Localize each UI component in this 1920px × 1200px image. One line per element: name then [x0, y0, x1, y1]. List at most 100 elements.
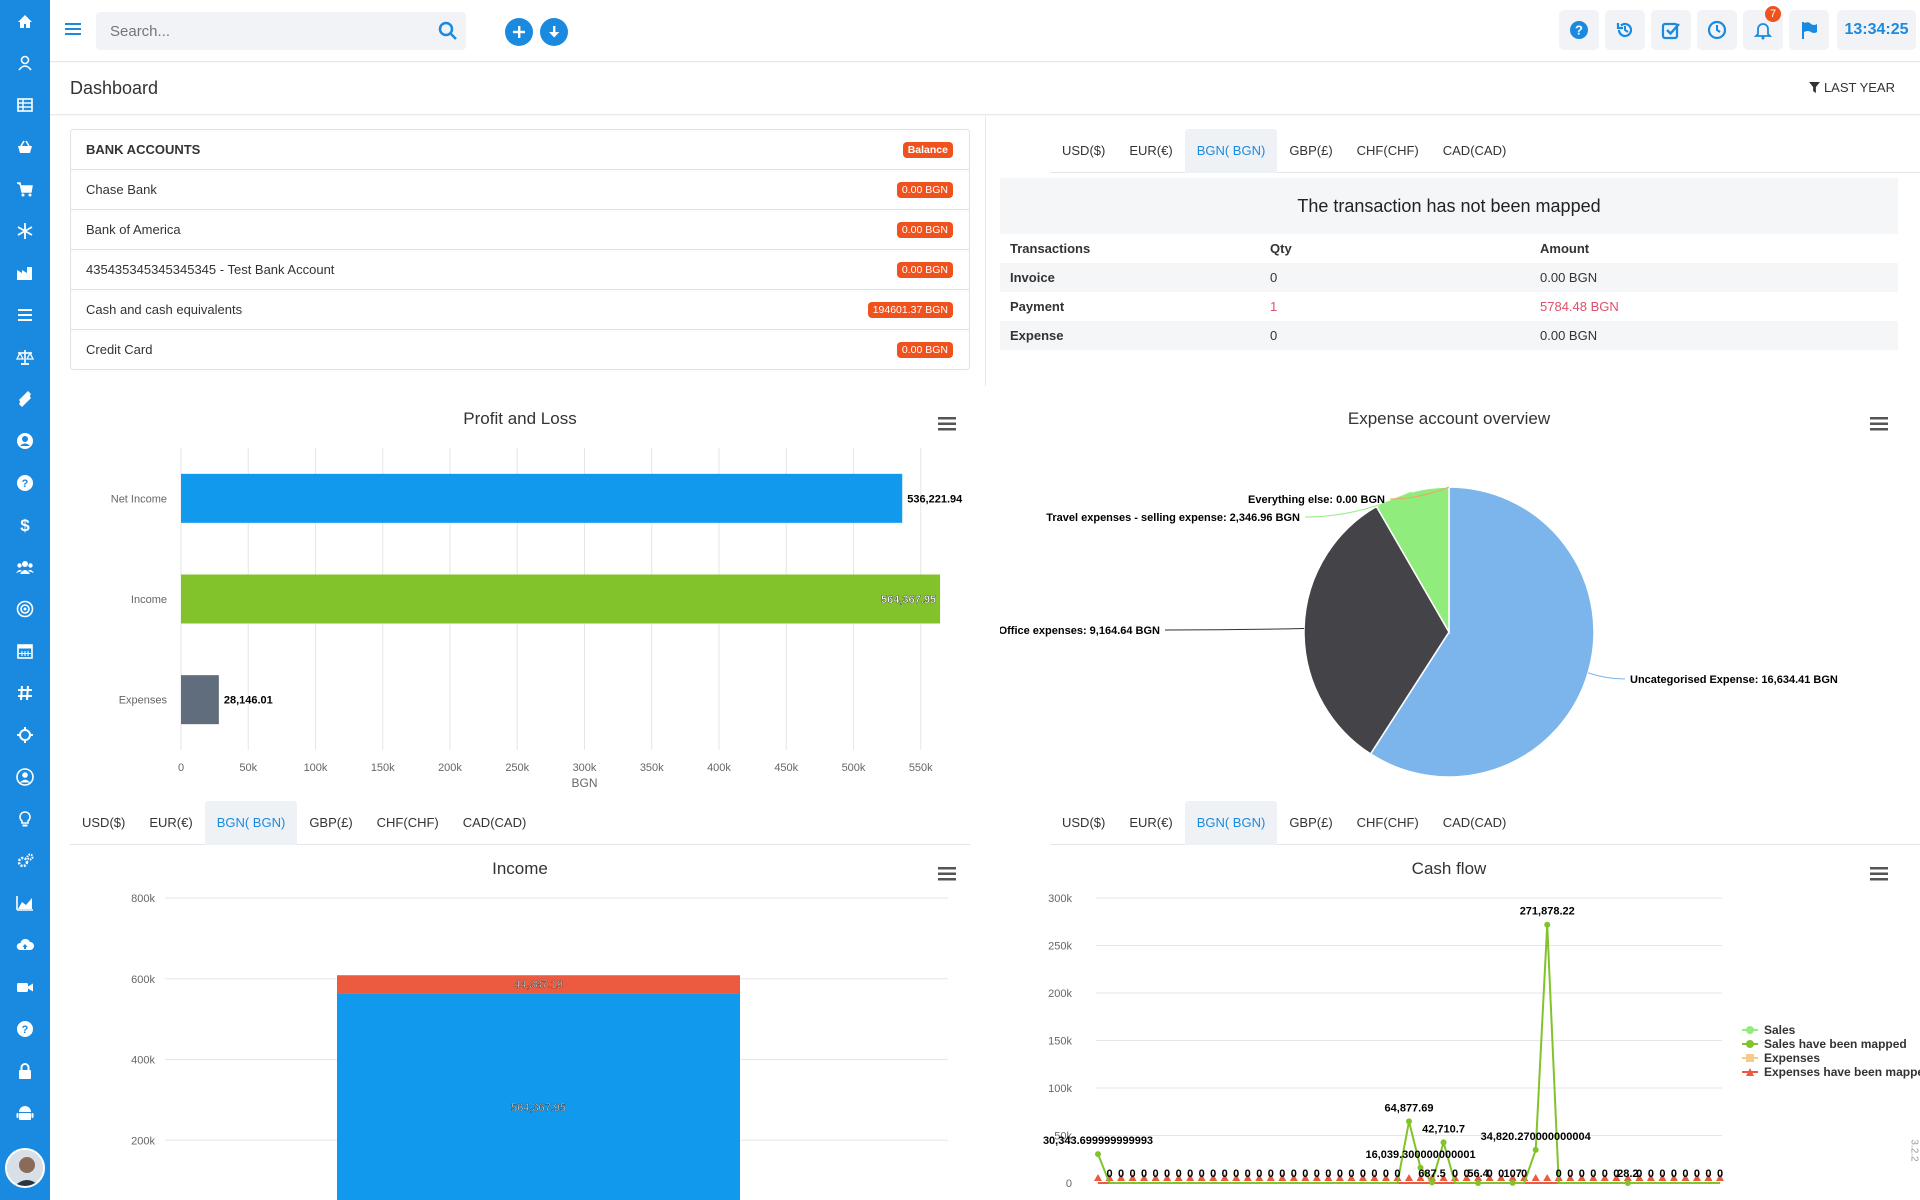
tab-currency[interactable]: USD($) — [82, 815, 126, 830]
expense-marker[interactable] — [1220, 1174, 1229, 1181]
tab-currency[interactable]: USD($) — [1062, 815, 1106, 830]
bar[interactable] — [181, 574, 941, 624]
sales-marker[interactable] — [1406, 1118, 1412, 1125]
tab-currency[interactable]: CHF(CHF) — [1356, 815, 1419, 830]
sidebar-item[interactable] — [0, 170, 50, 208]
legend-item[interactable]: Expenses — [1764, 1051, 1820, 1065]
download-button[interactable] — [540, 18, 568, 46]
expense-marker[interactable] — [1243, 1174, 1252, 1181]
hamburger-menu-icon[interactable] — [64, 20, 82, 38]
sidebar-item[interactable] — [0, 758, 50, 796]
bank-account-row[interactable]: 435435345345345345 - Test Bank Account 0… — [71, 249, 969, 289]
expense-marker[interactable] — [1531, 1174, 1540, 1181]
expense-marker[interactable] — [1278, 1174, 1287, 1181]
expense-marker[interactable] — [1358, 1174, 1367, 1181]
tab-currency[interactable]: EUR(€) — [149, 815, 193, 830]
notifications-button[interactable]: 7 — [1743, 6, 1783, 50]
sales-marker[interactable] — [1475, 1179, 1482, 1186]
chart-menu-icon[interactable] — [1870, 417, 1888, 431]
clock-button[interactable] — [1697, 10, 1737, 50]
sidebar-item[interactable] — [0, 632, 50, 670]
tab-currency[interactable]: BGN( BGN) — [1184, 129, 1278, 173]
bank-account-row[interactable]: Chase Bank 0.00 BGN — [71, 169, 969, 209]
expense-marker[interactable] — [1589, 1174, 1598, 1181]
sales-marker[interactable] — [1624, 1179, 1631, 1186]
bank-account-row[interactable]: Bank of America 0.00 BGN — [71, 209, 969, 249]
expense-marker[interactable] — [1140, 1174, 1149, 1181]
tab-currency[interactable]: GBP(£) — [1289, 815, 1333, 830]
tab-currency[interactable]: BGN( BGN) — [204, 801, 298, 845]
expense-marker[interactable] — [1209, 1174, 1218, 1181]
sidebar-item[interactable] — [0, 338, 50, 376]
tab-currency[interactable]: BGN( BGN) — [1184, 801, 1278, 845]
sidebar-item[interactable] — [0, 590, 50, 628]
chart-menu-icon[interactable] — [938, 417, 956, 431]
expense-marker[interactable] — [1600, 1174, 1609, 1181]
expense-marker[interactable] — [1508, 1174, 1517, 1181]
search-icon[interactable] — [438, 21, 458, 41]
sidebar-item[interactable] — [0, 674, 50, 712]
sales-marker[interactable] — [1440, 1139, 1447, 1146]
expense-marker[interactable] — [1704, 1174, 1713, 1181]
expense-marker[interactable] — [1405, 1174, 1413, 1181]
tab-currency[interactable]: CHF(CHF) — [1356, 143, 1419, 158]
expense-marker[interactable] — [1635, 1174, 1644, 1181]
expense-marker[interactable] — [1416, 1174, 1425, 1181]
expense-marker[interactable] — [1462, 1174, 1471, 1181]
tasks-button[interactable] — [1651, 10, 1691, 50]
history-button[interactable] — [1605, 10, 1645, 50]
bank-account-row[interactable]: Cash and cash equivalents 194601.37 BGN — [71, 289, 969, 329]
expense-marker[interactable] — [1497, 1174, 1506, 1181]
sidebar-item[interactable] — [0, 254, 50, 292]
expense-marker[interactable] — [1094, 1174, 1102, 1181]
sidebar-item[interactable] — [0, 968, 50, 1006]
expense-marker[interactable] — [1289, 1174, 1298, 1181]
stacked-bar-segment[interactable] — [337, 975, 740, 994]
tab-currency[interactable]: EUR(€) — [1129, 143, 1173, 158]
tab-currency[interactable]: CAD(CAD) — [462, 815, 527, 830]
avatar[interactable] — [5, 1148, 45, 1188]
sidebar-item[interactable] — [0, 422, 50, 460]
period-filter[interactable]: LAST YEAR — [1808, 80, 1895, 95]
tab-currency[interactable]: GBP(£) — [309, 815, 353, 830]
tab-currency[interactable]: GBP(£) — [1289, 143, 1333, 158]
sales-marker[interactable] — [1417, 1164, 1424, 1171]
expense-marker[interactable] — [1612, 1174, 1621, 1181]
expense-marker[interactable] — [1681, 1174, 1690, 1181]
sidebar-item[interactable] — [0, 1052, 50, 1090]
expense-marker[interactable] — [1474, 1174, 1483, 1181]
add-button[interactable] — [505, 18, 533, 46]
sidebar-item[interactable] — [0, 128, 50, 166]
expense-marker[interactable] — [1669, 1174, 1678, 1181]
expense-marker[interactable] — [1255, 1174, 1264, 1181]
sales-marker[interactable] — [1509, 1179, 1516, 1186]
expense-marker[interactable] — [1623, 1174, 1632, 1181]
search-input[interactable] — [96, 12, 436, 50]
bar[interactable] — [181, 473, 903, 523]
expense-marker[interactable] — [1232, 1174, 1241, 1181]
sidebar-item[interactable] — [0, 842, 50, 880]
expense-marker[interactable] — [1163, 1174, 1172, 1181]
sidebar-item[interactable] — [0, 716, 50, 754]
expense-marker[interactable] — [1381, 1174, 1390, 1181]
expense-marker[interactable] — [1577, 1174, 1586, 1181]
expense-marker[interactable] — [1370, 1174, 1379, 1181]
expense-marker[interactable] — [1197, 1174, 1206, 1181]
sidebar-item[interactable]: ? — [0, 1010, 50, 1048]
flag-button[interactable] — [1789, 10, 1829, 50]
expense-marker[interactable] — [1324, 1174, 1333, 1181]
expense-marker[interactable] — [1335, 1174, 1344, 1181]
expense-marker[interactable] — [1151, 1174, 1160, 1181]
tab-currency[interactable]: CHF(CHF) — [376, 815, 439, 830]
sidebar-item[interactable] — [0, 884, 50, 922]
legend-item[interactable]: Sales — [1764, 1023, 1796, 1037]
sidebar-item[interactable]: ? — [0, 464, 50, 502]
sales-marker[interactable] — [1095, 1151, 1101, 1158]
expense-marker[interactable] — [1566, 1174, 1575, 1181]
sales-marker[interactable] — [1532, 1146, 1539, 1153]
expense-marker[interactable] — [1312, 1174, 1321, 1181]
sidebar-item[interactable] — [0, 1094, 50, 1132]
stacked-bar-segment[interactable] — [337, 993, 740, 1200]
sales-marker[interactable] — [1429, 1179, 1436, 1186]
sidebar-item[interactable] — [0, 380, 50, 418]
